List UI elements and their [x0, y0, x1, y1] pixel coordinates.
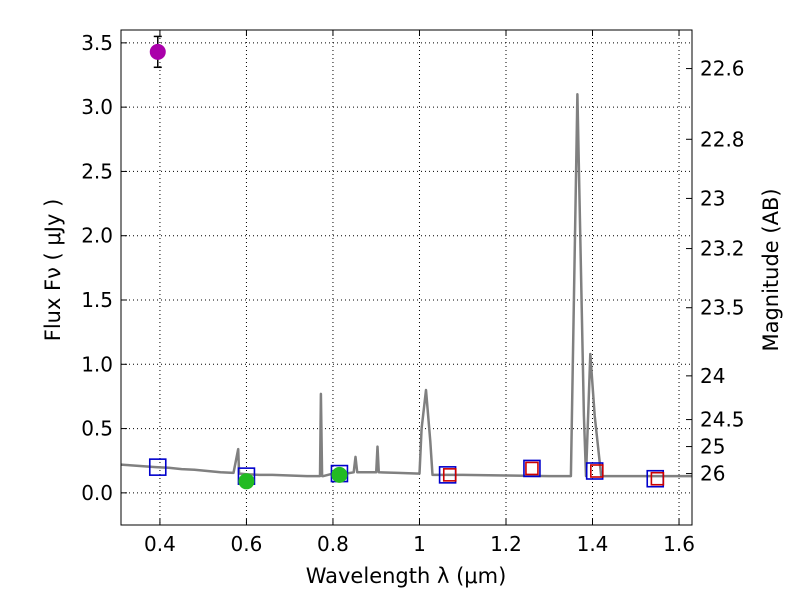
y-tick-label: 0.0 — [81, 481, 113, 505]
blue-detection-point — [149, 43, 166, 60]
y-tick-label: 2.0 — [81, 224, 113, 248]
y-tick-label: 3.5 — [81, 31, 113, 55]
y2-tick-label: 23.2 — [700, 237, 745, 261]
detection-point — [331, 466, 348, 483]
y2-tick-label: 26 — [700, 462, 725, 486]
y2-tick-label: 24.5 — [700, 408, 745, 432]
model-flux-square — [523, 459, 541, 478]
plot-data — [120, 35, 692, 490]
y2-tick-label: 23.5 — [700, 296, 745, 320]
y-tick-label: 0.5 — [81, 417, 113, 441]
x-tick-label: 0.8 — [317, 532, 349, 556]
y2-tick-label: 24 — [700, 364, 725, 388]
detection-point — [238, 473, 255, 490]
upper-limit-square — [590, 464, 604, 478]
y2-axis-title: Magnitude (AB) — [759, 188, 783, 351]
x-tick-label: 1.2 — [490, 532, 522, 556]
spectrum-line — [120, 93, 692, 478]
y2-tick-label: 25 — [700, 435, 725, 459]
x-tick-label: 1.4 — [577, 532, 609, 556]
y2-tick-label: 23 — [700, 186, 725, 210]
y-axis-title: Flux Fν ( μJy ) — [41, 199, 65, 342]
upper-limit-square — [525, 461, 539, 476]
y-tick-label: 3.0 — [81, 95, 113, 119]
y-tick-label: 1.0 — [81, 352, 113, 376]
upper-limit-square — [650, 471, 665, 486]
x-tick-label: 0.4 — [144, 532, 176, 556]
plot-frame — [120, 29, 693, 526]
axes: 0.4 0.6 0.8 1 1.2 1.4 1.6 0.0 0.5 1.0 1.5 2.0 2.5 3.0… — [81, 30, 745, 556]
upper-limit-square — [442, 468, 457, 482]
x-axis-title: Wavelength λ (μm) — [306, 564, 507, 588]
model-flux-square — [148, 458, 167, 476]
x-tick-label: 0.6 — [231, 532, 263, 556]
x-tick-label: 1.6 — [663, 532, 695, 556]
y-tick-label: 2.5 — [81, 159, 113, 183]
y2-tick-label: 22.8 — [700, 127, 745, 151]
y2-tick-label: 22.6 — [700, 57, 745, 81]
y-tick-label: 1.5 — [81, 288, 113, 312]
x-tick-label: 1 — [413, 532, 426, 556]
grid — [121, 30, 692, 525]
